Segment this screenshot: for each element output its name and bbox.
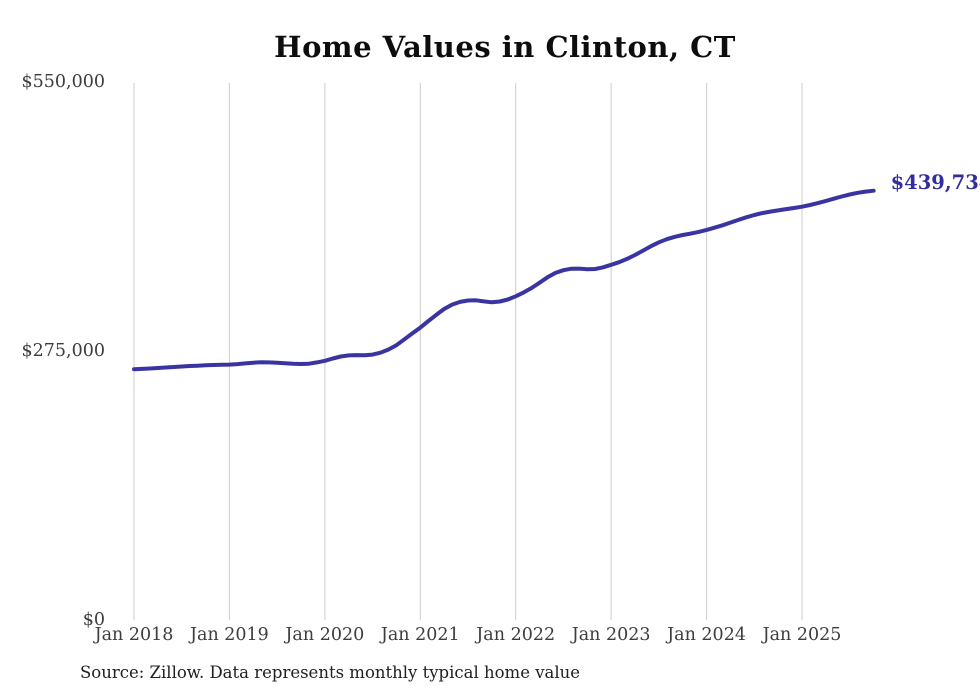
- latest-value-label: $439,734: [890, 170, 980, 194]
- y-axis-label-zero: $0: [82, 610, 105, 630]
- x-axis-label: Jan 2025: [762, 625, 842, 645]
- x-axis-label: Jan 2022: [476, 625, 556, 645]
- x-axis-label: Jan 2021: [380, 625, 460, 645]
- home-value-line: [132, 188, 876, 372]
- y-axis-label-max: $550,000: [21, 72, 105, 92]
- x-axis-label: Jan 2018: [94, 625, 174, 645]
- x-axis-label: Jan 2024: [667, 625, 746, 645]
- x-axis-label: Jan 2019: [190, 625, 269, 645]
- x-axis-label: Jan 2020: [285, 625, 365, 645]
- x-axis-label: Jan 2023: [571, 625, 651, 645]
- y-axis-label-mid: $275,000: [21, 341, 105, 361]
- source-note: Source: Zillow. Data represents monthly …: [80, 663, 581, 682]
- chart-title: Home Values in Clinton, CT: [274, 30, 736, 64]
